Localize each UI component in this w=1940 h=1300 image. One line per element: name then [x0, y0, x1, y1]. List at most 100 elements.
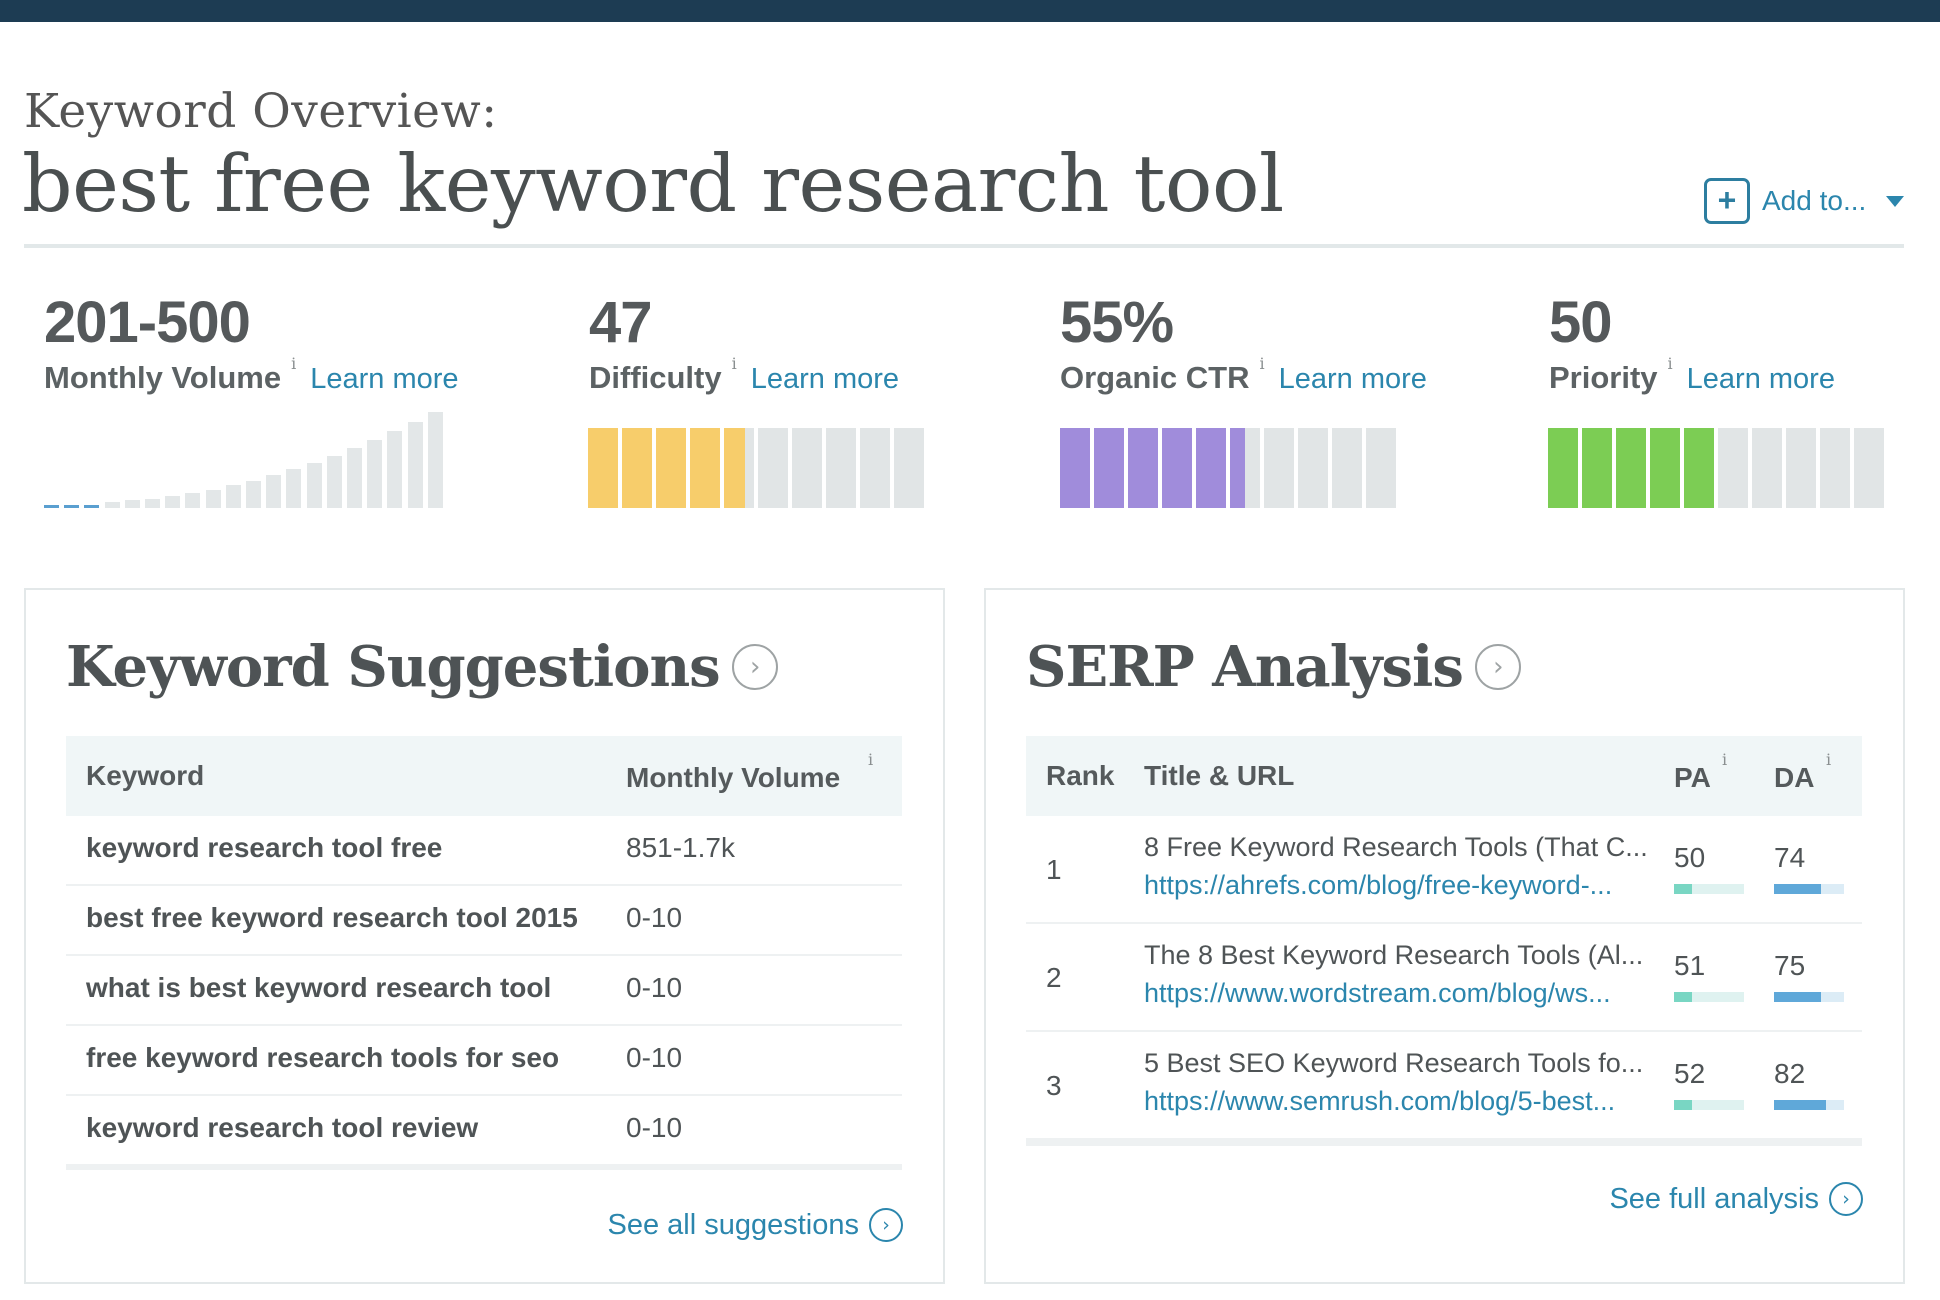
- volume-bar: [407, 422, 423, 508]
- learn-more-link[interactable]: Learn more: [1278, 363, 1427, 395]
- serp-table-header: Rank Title & URL PA i DA i: [1026, 736, 1862, 816]
- da-bar-fill: [1774, 1100, 1826, 1110]
- suggestion-volume: 0-10: [626, 902, 683, 933]
- serp-analysis-heading: SERP Analysis ›: [1026, 634, 1521, 700]
- plus-icon: +: [1704, 178, 1750, 224]
- column-header-pa[interactable]: PA: [1674, 762, 1711, 793]
- suggestion-keyword: what is best keyword research tool: [86, 972, 552, 1003]
- meter-segment: [1298, 428, 1328, 508]
- suggestion-volume: 0-10: [626, 972, 683, 1003]
- panel-title: SERP Analysis: [1026, 634, 1464, 700]
- meter-segment: [622, 428, 652, 508]
- info-icon[interactable]: i: [731, 354, 737, 373]
- info-icon[interactable]: i: [1722, 750, 1728, 769]
- pa-bar: [1674, 992, 1744, 1002]
- meter-segment: [690, 428, 720, 508]
- metric-label: Priority: [1549, 360, 1658, 395]
- meter-segment: [1366, 428, 1396, 508]
- serp-rank: 2: [1046, 962, 1062, 993]
- suggestion-keyword: keyword research tool free: [86, 832, 443, 863]
- keyword-suggestions-heading: Keyword Suggestions ›: [66, 634, 778, 700]
- table-row[interactable]: keyword research tool free 851-1.7k: [66, 816, 902, 886]
- pa-bar-fill: [1674, 992, 1692, 1002]
- serp-analysis-panel: SERP Analysis › Rank Title & URL PA i DA…: [984, 588, 1905, 1284]
- meter-segment: [1196, 428, 1226, 508]
- pa-bar-fill: [1674, 1100, 1693, 1110]
- table-row[interactable]: 1 8 Free Keyword Research Tools (That C.…: [1026, 816, 1862, 924]
- serp-da-value: 74: [1774, 842, 1806, 873]
- table-row[interactable]: what is best keyword research tool 0-10: [66, 956, 902, 1026]
- da-bar: [1774, 1100, 1844, 1110]
- priority-meter: [1548, 428, 1884, 508]
- table-row[interactable]: 3 5 Best SEO Keyword Research Tools fo..…: [1026, 1032, 1862, 1140]
- da-bar-fill: [1774, 992, 1822, 1002]
- serp-da-value: 75: [1774, 950, 1806, 981]
- see-full-label: See full analysis: [1609, 1182, 1819, 1215]
- suggestions-table-header: Keyword Monthly Volume i: [66, 736, 902, 816]
- serp-url-link[interactable]: https://ahrefs.com/blog/free-keyword-...: [1144, 870, 1613, 900]
- metric-value: 47: [589, 290, 653, 355]
- column-header-title-url[interactable]: Title & URL: [1144, 760, 1295, 791]
- see-full-analysis-link[interactable]: See full analysis ›: [1609, 1182, 1863, 1216]
- volume-bar: [306, 463, 322, 508]
- serp-rank: 1: [1046, 854, 1062, 885]
- learn-more-link[interactable]: Learn more: [1686, 363, 1835, 395]
- chevron-right-icon[interactable]: ›: [1474, 644, 1521, 690]
- volume-bar: [124, 500, 140, 508]
- volume-bar-graph: [44, 410, 444, 510]
- meter-segment: [656, 428, 686, 508]
- meter-segment: [1820, 428, 1850, 508]
- meter-segment: [1650, 428, 1680, 508]
- chevron-right-icon[interactable]: ›: [731, 644, 778, 690]
- top-bar: [0, 0, 1940, 22]
- info-icon[interactable]: i: [1667, 354, 1673, 373]
- volume-bar: [246, 481, 261, 508]
- column-header-rank[interactable]: Rank: [1046, 760, 1115, 791]
- column-header-da[interactable]: DA: [1774, 762, 1815, 793]
- organic-ctr-meter: [1060, 428, 1396, 508]
- add-to-button[interactable]: + Add to...: [1704, 176, 1905, 226]
- meter-segment: [1094, 428, 1124, 508]
- meter-segment: [588, 428, 618, 508]
- column-header-keyword[interactable]: Keyword: [86, 760, 205, 791]
- see-all-suggestions-link[interactable]: See all suggestions ›: [608, 1208, 903, 1242]
- metric-value: 50: [1549, 290, 1613, 355]
- keyword-title: best free keyword research tool: [22, 138, 1284, 230]
- suggestion-keyword: best free keyword research tool 2015: [86, 902, 578, 933]
- pa-bar: [1674, 884, 1744, 894]
- meter-segment: [724, 428, 754, 508]
- serp-title: 8 Free Keyword Research Tools (That C...: [1144, 832, 1648, 862]
- suggestion-keyword: keyword research tool review: [86, 1112, 479, 1143]
- pa-bar-fill: [1674, 884, 1692, 894]
- table-row[interactable]: best free keyword research tool 2015 0-1…: [66, 886, 902, 956]
- meter-segment: [1162, 428, 1192, 508]
- suggestion-keyword: free keyword research tools for seo: [86, 1042, 560, 1073]
- metric-value: 201-500: [44, 290, 251, 355]
- metric-value: 55%: [1060, 290, 1174, 355]
- serp-pa-value: 52: [1674, 1058, 1706, 1089]
- header-divider: [24, 244, 1904, 248]
- info-icon[interactable]: i: [1259, 354, 1265, 373]
- table-row[interactable]: 2 The 8 Best Keyword Research Tools (Al.…: [1026, 924, 1862, 1032]
- column-header-volume[interactable]: Monthly Volume: [626, 762, 841, 793]
- table-row[interactable]: keyword research tool review 0-10: [66, 1096, 902, 1170]
- meter-segment: [1616, 428, 1646, 508]
- serp-da-value: 82: [1774, 1058, 1806, 1089]
- volume-bar: [44, 505, 59, 508]
- volume-bar: [427, 412, 443, 508]
- learn-more-link[interactable]: Learn more: [750, 363, 900, 395]
- suggestion-volume: 0-10: [626, 1042, 683, 1073]
- meter-segment: [792, 428, 822, 508]
- info-icon[interactable]: i: [868, 750, 874, 769]
- volume-bar: [64, 505, 80, 508]
- volume-bar: [185, 493, 201, 508]
- info-icon[interactable]: i: [291, 354, 297, 373]
- info-icon[interactable]: i: [1826, 750, 1832, 769]
- metric-label: Organic CTR: [1060, 360, 1250, 395]
- serp-url-link[interactable]: https://www.wordstream.com/blog/ws...: [1144, 978, 1611, 1008]
- serp-url-link[interactable]: https://www.semrush.com/blog/5-best...: [1144, 1086, 1616, 1116]
- metric-label: Difficulty: [589, 360, 722, 395]
- learn-more-link[interactable]: Learn more: [310, 363, 459, 395]
- metric-organic-ctr: 55% Organic CTR i Learn more: [1060, 290, 1427, 400]
- table-row[interactable]: free keyword research tools for seo 0-10: [66, 1026, 902, 1096]
